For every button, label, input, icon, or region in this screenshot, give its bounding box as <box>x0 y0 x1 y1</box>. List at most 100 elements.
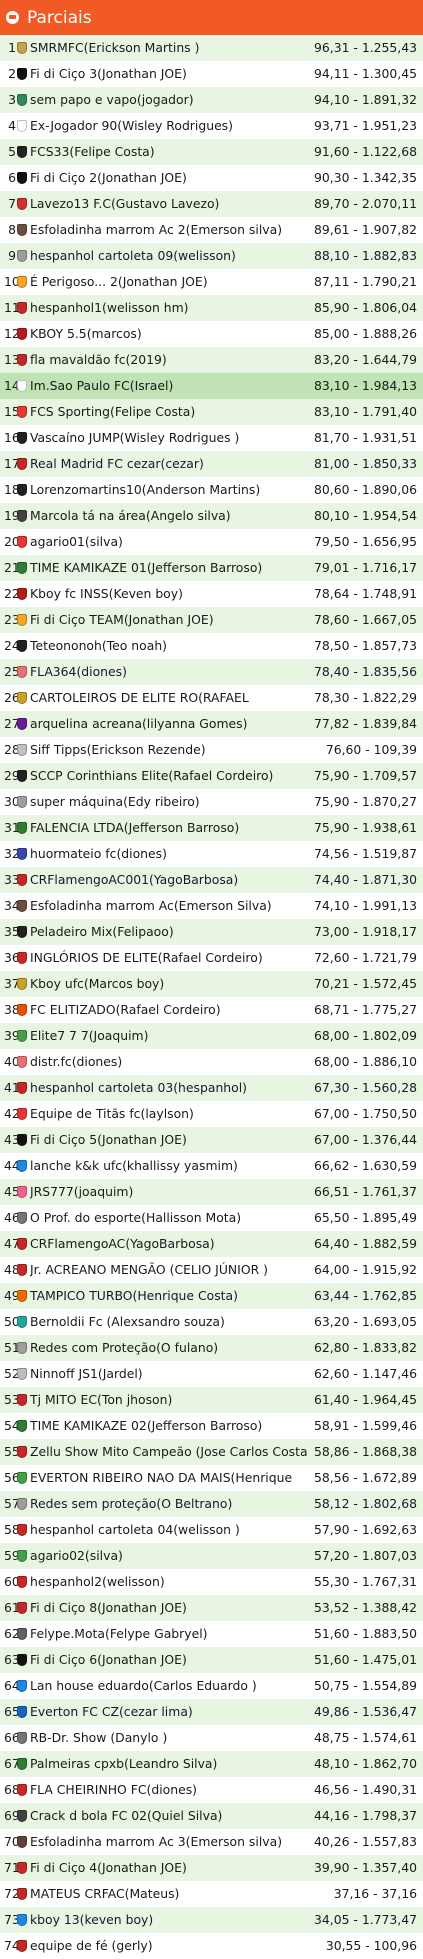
team-score: 94,10 - 1.891,32 <box>314 92 417 107</box>
list-item[interactable]: 1 SMRMFC(Erickson Martins ) 96,31 - 1.255,… <box>0 35 423 61</box>
team-shield-icon <box>17 42 27 54</box>
list-item[interactable]: 13 fla mavaldão fc(2019) 83,20 - 1.644,79 <box>0 347 423 373</box>
list-item[interactable]: 31 FALENCIA LTDA(Jefferson Barroso) 75,90 … <box>0 815 423 841</box>
list-item[interactable]: 62 Felype.Mota(Felype Gabryel) 51,60 - 1.8… <box>0 1621 423 1647</box>
list-item[interactable]: 40 distr.fc(diones) 68,00 - 1.886,10 <box>0 1049 423 1075</box>
list-item[interactable]: 52 Ninnoff JS1(Jardel) 62,60 - 1.147,46 <box>0 1361 423 1387</box>
list-item[interactable]: 14 Im.Sao Paulo FC(Israel) 83,10 - 1.984,1… <box>0 373 423 399</box>
list-item[interactable]: 2 Fi di Ciço 3(Jonathan JOE) 94,11 - 1.300… <box>0 61 423 87</box>
list-item[interactable]: 72 MATEUS CRFAC(Mateus) 37,16 - 37,16 <box>0 1881 423 1907</box>
list-item[interactable]: 3 sem papo e vapo(jogador) 94,10 - 1.891,3… <box>0 87 423 113</box>
list-item[interactable]: 7 Lavezo13 F.C(Gustavo Lavezo) 89,70 - 2.0… <box>0 191 423 217</box>
rank-position: 60 <box>4 1574 20 1589</box>
list-item[interactable]: 29 SCCP Corinthians Elite(Rafael Cordeiro… <box>0 763 423 789</box>
list-item[interactable]: 42 Equipe de Titãs fc(laylson) 67,00 - 1.7… <box>0 1101 423 1127</box>
list-item[interactable]: 9 hespanhol cartoleta 09(welisson) 88,10 -… <box>0 243 423 269</box>
list-item[interactable]: 44 lanche k&k ufc(khallissy yasmim) 66,62 … <box>0 1153 423 1179</box>
rank-position: 4 <box>8 118 16 133</box>
list-item[interactable]: 74 equipe de fé (gerly) 30,55 - 100,96 <box>0 1933 423 1959</box>
rank-position: 30 <box>4 794 20 809</box>
team-score: 53,52 - 1.388,42 <box>314 1600 417 1615</box>
list-item[interactable]: 54 TIME KAMIKAZE 02(Jefferson Barroso) 58,… <box>0 1413 423 1439</box>
team-score: 83,10 - 1.791,40 <box>314 404 417 419</box>
list-item[interactable]: 15 FCS Sporting(Felipe Costa) 83,10 - 1.79… <box>0 399 423 425</box>
list-item[interactable]: 55 Zellu Show Mito Campeão (Jose Carlos C… <box>0 1439 423 1465</box>
rank-position: 40 <box>4 1054 20 1069</box>
list-item[interactable]: 5 FCS33(Felipe Costa) 91,60 - 1.122,68 <box>0 139 423 165</box>
rank-position: 23 <box>4 612 20 627</box>
list-item[interactable]: 10 É Perigoso... 2(Jonathan JOE) 87,11 - 1… <box>0 269 423 295</box>
list-item[interactable]: 35 Peladeiro Mix(Felipaoo) 73,00 - 1.918,1… <box>0 919 423 945</box>
rank-position: 64 <box>4 1678 20 1693</box>
list-item[interactable]: 70 Esfoladinha marrom Ac 3(Emerson silva)… <box>0 1829 423 1855</box>
team-name: FCS Sporting(Felipe Costa) <box>30 404 196 419</box>
team-score: 78,60 - 1.667,05 <box>314 612 417 627</box>
list-item[interactable]: 66 RB-Dr. Show (Danylo ) 48,75 - 1.574,61 <box>0 1725 423 1751</box>
rank-position: 32 <box>4 846 20 861</box>
list-item[interactable]: 26 CARTOLEIROS DE ELITE RO(RAFAEL 78,30 - … <box>0 685 423 711</box>
list-item[interactable]: 43 Fi di Ciço 5(Jonathan JOE) 67,00 - 1.37… <box>0 1127 423 1153</box>
team-score: 64,40 - 1.882,59 <box>314 1236 417 1251</box>
list-item[interactable]: 60 hespanhol2(welisson) 55,30 - 1.767,31 <box>0 1569 423 1595</box>
list-item[interactable]: 48 Jr. ACREANO MENGÃO (CELIO JÚNIOR ) 64,0… <box>0 1257 423 1283</box>
list-item[interactable]: 32 huormateio fc(diones) 74,56 - 1.519,87 <box>0 841 423 867</box>
list-item[interactable]: 19 Marcola tá na área(Angelo silva) 80,10 … <box>0 503 423 529</box>
list-item[interactable]: 38 FC ELITIZADO(Rafael Cordeiro) 68,71 - 1… <box>0 997 423 1023</box>
list-item[interactable]: 21 TIME KAMIKAZE 01(Jefferson Barroso) 79,… <box>0 555 423 581</box>
list-item[interactable]: 57 Redes sem proteção(O Beltrano) 58,12 - … <box>0 1491 423 1517</box>
list-item[interactable]: 27 arquelina acreana(lilyanna Gomes) 77,82… <box>0 711 423 737</box>
team-shield-icon <box>17 1680 27 1692</box>
list-item[interactable]: 45 JRS777(joaquim) 66,51 - 1.761,37 <box>0 1179 423 1205</box>
list-item[interactable]: 30 super máquina(Edy ribeiro) 75,90 - 1.87… <box>0 789 423 815</box>
list-item[interactable]: 24 Teteononoh(Teo noah) 78,50 - 1.857,73 <box>0 633 423 659</box>
list-item[interactable]: 68 FLA CHEIRINHO FC(diones) 46,56 - 1.490,… <box>0 1777 423 1803</box>
list-item[interactable]: 64 Lan house eduardo(Carlos Eduardo ) 50,7… <box>0 1673 423 1699</box>
team-name: Equipe de Titãs fc(laylson) <box>30 1106 194 1121</box>
list-item[interactable]: 56 EVERTON RIBEIRO NAO DA MAIS(Henrique 58… <box>0 1465 423 1491</box>
list-item[interactable]: 65 Everton FC CZ(cezar lima) 49,86 - 1.536… <box>0 1699 423 1725</box>
team-shield-icon <box>17 1758 27 1770</box>
list-item[interactable]: 34 Esfoladinha marrom Ac(Emerson Silva) 74… <box>0 893 423 919</box>
list-item[interactable]: 4 Ex-Jogador 90(Wisley Rodrigues) 93,71 - … <box>0 113 423 139</box>
list-item[interactable]: 37 Kboy ufc(Marcos boy) 70,21 - 1.572,45 <box>0 971 423 997</box>
team-name: Kboy fc INSS(Keven boy) <box>30 586 183 601</box>
list-item[interactable]: 51 Redes com Proteção(O fulano) 62,80 - 1.… <box>0 1335 423 1361</box>
list-item[interactable]: 39 Elite7 7 7(Joaquim) 68,00 - 1.802,09 <box>0 1023 423 1049</box>
list-item[interactable]: 41 hespanhol cartoleta 03(hespanhol) 67,30… <box>0 1075 423 1101</box>
list-item[interactable]: 67 Palmeiras cpxb(Leandro Silva) 48,10 - 1… <box>0 1751 423 1777</box>
list-item[interactable]: 8 Esfoladinha marrom Ac 2(Emerson silva) 8… <box>0 217 423 243</box>
list-item[interactable]: 71 Fi di Ciço 4(Jonathan JOE) 39,90 - 1.35… <box>0 1855 423 1881</box>
list-item[interactable]: 12 KBOY 5.5(marcos) 85,00 - 1.888,26 <box>0 321 423 347</box>
list-item[interactable]: 28 Siff Tipps(Erickson Rezende) 76,60 - 10… <box>0 737 423 763</box>
list-item[interactable]: 73 kboy 13(keven boy) 34,05 - 1.773,47 <box>0 1907 423 1933</box>
list-item[interactable]: 46 O Prof. do esporte(Hallisson Mota) 65,5… <box>0 1205 423 1231</box>
team-score: 75,90 - 1.870,27 <box>314 794 417 809</box>
list-item[interactable]: 17 Real Madrid FC cezar(cezar) 81,00 - 1.8… <box>0 451 423 477</box>
list-item[interactable]: 50 Bernoldii Fc (Alexsandro souza) 63,20 -… <box>0 1309 423 1335</box>
list-item[interactable]: 11 hespanhol1(welisson hm) 85,90 - 1.806,0… <box>0 295 423 321</box>
list-item[interactable]: 18 Lorenzomartins10(Anderson Martins) 80,6… <box>0 477 423 503</box>
list-item[interactable]: 16 Vascaíno JUMP(Wisley Rodrigues ) 81,70 … <box>0 425 423 451</box>
rank-position: 41 <box>4 1080 20 1095</box>
team-score: 96,31 - 1.255,43 <box>314 40 417 55</box>
rank-position: 68 <box>4 1782 20 1797</box>
list-item[interactable]: 22 Kboy fc INSS(Keven boy) 78,64 - 1.748,9… <box>0 581 423 607</box>
list-item[interactable]: 36 INGLÓRIOS DE ELITE(Rafael Cordeiro) 72,… <box>0 945 423 971</box>
team-name: Vascaíno JUMP(Wisley Rodrigues ) <box>30 430 240 445</box>
list-item[interactable]: 61 Fi di Ciço 8(Jonathan JOE) 53,52 - 1.38… <box>0 1595 423 1621</box>
list-item[interactable]: 58 hespanhol cartoleta 04(welisson ) 57,90… <box>0 1517 423 1543</box>
list-item[interactable]: 63 Fi di Ciço 6(Jonathan JOE) 51,60 - 1.47… <box>0 1647 423 1673</box>
team-name: CRFlamengoAC(YagoBarbosa) <box>30 1236 215 1251</box>
list-item[interactable]: 49 TAMPICO TURBO(Henrique Costa) 63,44 - 1… <box>0 1283 423 1309</box>
list-item[interactable]: 23 Fi di Ciço TEAM(Jonathan JOE) 78,60 - 1… <box>0 607 423 633</box>
list-item[interactable]: 6 Fi di Ciço 2(Jonathan JOE) 90,30 - 1.342… <box>0 165 423 191</box>
list-item[interactable]: 33 CRFlamengoAC001(YagoBarbosa) 74,40 - 1.… <box>0 867 423 893</box>
list-item[interactable]: 20 agario01(silva) 79,50 - 1.656,95 <box>0 529 423 555</box>
team-score: 74,40 - 1.871,30 <box>314 872 417 887</box>
list-item[interactable]: 53 Tj MITO EC(Ton jhoson) 61,40 - 1.964,45 <box>0 1387 423 1413</box>
team-score: 44,16 - 1.798,37 <box>314 1808 417 1823</box>
list-item[interactable]: 69 Crack d bola FC 02(Quiel Silva) 44,16 -… <box>0 1803 423 1829</box>
list-item[interactable]: 47 CRFlamengoAC(YagoBarbosa) 64,40 - 1.882… <box>0 1231 423 1257</box>
list-item[interactable]: 25 FLA364(diones) 78,40 - 1.835,56 <box>0 659 423 685</box>
list-item[interactable]: 59 agario02(silva) 57,20 - 1.807,03 <box>0 1543 423 1569</box>
